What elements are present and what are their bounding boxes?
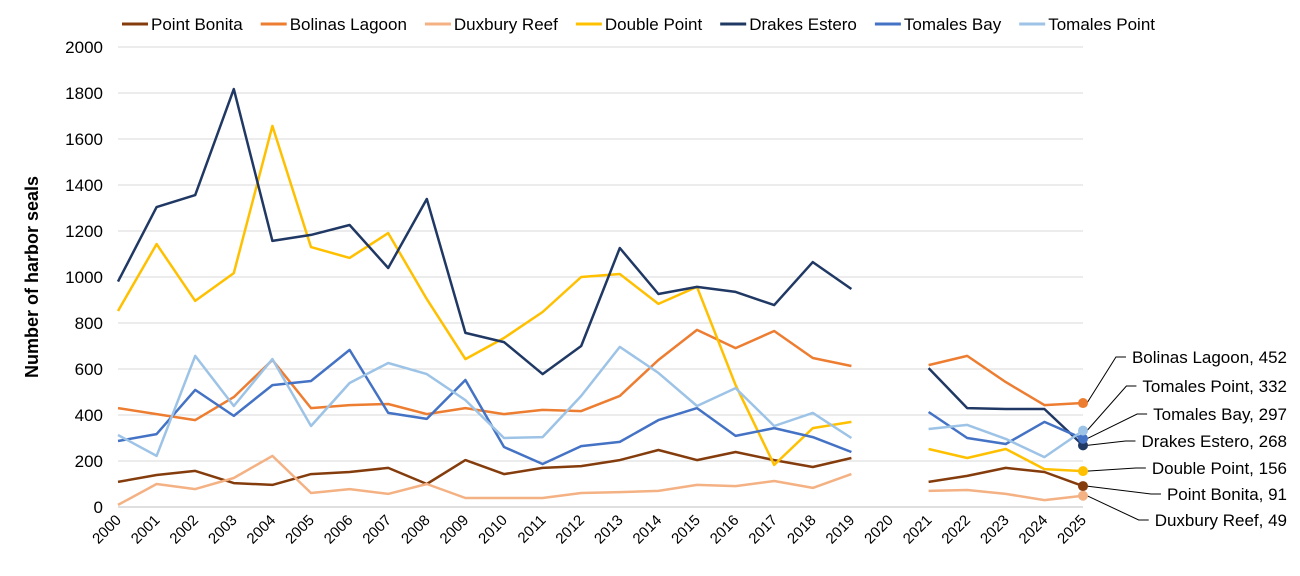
- x-tick-label: 2006: [321, 512, 357, 548]
- series-line-drakes-estero: [116, 87, 1084, 447]
- leader-line: [1086, 385, 1137, 431]
- series-line-point-bonita: [117, 448, 1084, 488]
- leader-line: [1086, 413, 1148, 440]
- legend-entry: Double Point: [605, 15, 703, 34]
- x-tick-label: 2014: [630, 512, 666, 548]
- x-tick-label: 2009: [437, 512, 473, 548]
- x-tick-label: 2024: [1016, 512, 1052, 548]
- x-tick-label: 2019: [823, 512, 859, 548]
- data-label: Tomales Point, 332: [1142, 377, 1287, 396]
- y-tick-label: 1600: [65, 130, 103, 149]
- legend-entry: Drakes Estero: [749, 15, 857, 34]
- end-marker: [1078, 433, 1088, 444]
- data-label: Tomales Bay, 297: [1153, 405, 1287, 424]
- x-tick-label: 2020: [861, 512, 897, 548]
- data-label: Duxbury Reef, 49: [1155, 511, 1287, 530]
- data-label: Bolinas Lagoon, 452: [1132, 348, 1287, 367]
- legend-entry: Duxbury Reef: [454, 15, 558, 34]
- data-label: Drakes Estero, 268: [1141, 432, 1287, 451]
- series-line-double-point: [116, 124, 1084, 473]
- legend-entry: Tomales Point: [1048, 15, 1155, 34]
- leader-line: [1086, 356, 1126, 404]
- x-tick-label: 2013: [591, 512, 627, 548]
- legend-entry: Tomales Bay: [904, 15, 1002, 34]
- x-tick-label: 2016: [707, 512, 743, 548]
- end-marker: [1078, 490, 1088, 501]
- x-tick-label: 2011: [515, 512, 550, 547]
- x-tick-label: 2008: [398, 512, 434, 548]
- series-line-tomales-point: [117, 345, 1084, 459]
- y-tick-label: 1400: [65, 176, 103, 195]
- y-tick-label: 1000: [65, 268, 103, 287]
- y-tick-label: 0: [94, 498, 103, 517]
- legend-entry: Bolinas Lagoon: [290, 15, 407, 34]
- y-tick-label: 600: [75, 360, 103, 379]
- y-tick-label: 200: [75, 452, 103, 471]
- data-label: Double Point, 156: [1152, 459, 1287, 478]
- x-tick-label: 2003: [205, 512, 241, 548]
- leader-line: [1086, 467, 1146, 472]
- x-tick-label: 2001: [128, 512, 164, 548]
- leader-line: [1086, 440, 1136, 446]
- series-line-duxbury-reef: [117, 454, 1084, 506]
- x-tick-label: 2000: [89, 512, 125, 548]
- y-tick-label: 400: [75, 406, 103, 425]
- x-tick-label: 2005: [282, 512, 318, 548]
- x-tick-label: 2007: [359, 512, 395, 548]
- x-tick-label: 2018: [784, 512, 820, 548]
- x-tick-label: 2022: [938, 512, 974, 548]
- end-marker: [1078, 466, 1088, 477]
- x-tick-label: 2017: [745, 512, 781, 548]
- y-tick-label: 1800: [65, 84, 103, 103]
- y-axis-label: Number of harbor seals: [22, 176, 42, 378]
- end-marker: [1078, 425, 1088, 436]
- x-tick-label: 2004: [244, 512, 280, 548]
- end-marker: [1078, 481, 1088, 492]
- x-tick-label: 2012: [552, 512, 588, 548]
- series-line-bolinas-lagoon: [117, 328, 1084, 422]
- leader-line: [1086, 485, 1161, 495]
- x-tick-label: 2002: [166, 512, 202, 548]
- x-tick-label: 2025: [1054, 512, 1090, 548]
- y-tick-label: 800: [75, 314, 103, 333]
- y-tick-label: 2000: [65, 38, 103, 57]
- leader-line: [1086, 495, 1149, 521]
- x-tick-label: 2023: [977, 512, 1013, 548]
- x-tick-label: 2010: [475, 512, 511, 548]
- x-tick-label: 2021: [900, 512, 936, 548]
- legend-entry: Point Bonita: [151, 15, 243, 34]
- y-tick-label: 1200: [65, 222, 103, 241]
- data-label: Point Bonita, 91: [1167, 485, 1287, 504]
- series-line-tomales-bay: [117, 348, 1084, 466]
- end-marker: [1078, 398, 1088, 409]
- x-tick-label: 2015: [668, 512, 704, 548]
